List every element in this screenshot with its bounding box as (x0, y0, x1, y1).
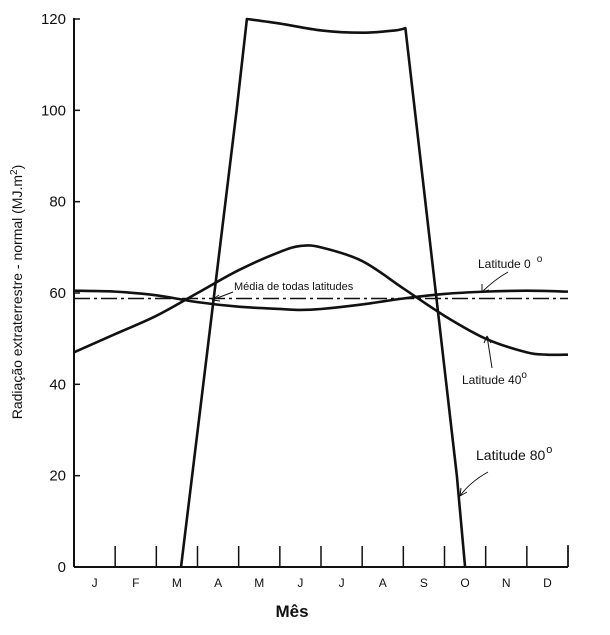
y-axis-title-sup: 2 (9, 169, 20, 175)
y-tick-label: 80 (49, 194, 66, 211)
x-tick-label: J (339, 576, 345, 590)
x-tick-label: M (254, 576, 264, 590)
arrow-latitude-40 (486, 335, 493, 369)
x-tick-label: M (172, 576, 182, 590)
x-tick-label: N (502, 576, 511, 590)
x-tick-label: A (379, 576, 387, 590)
arrowhead-latitude-80 (459, 487, 468, 497)
y-axis-title: Radiação extraterrestre - normal (MJ.m2) (9, 165, 25, 420)
annotation-media-text: Média de todas latitudes (234, 281, 354, 293)
annotation-latitude-80: Latitude 80o (476, 444, 552, 463)
x-tick-label: S (420, 576, 428, 590)
y-axis-title-end: ) (9, 165, 25, 170)
arrow-latitude-0 (481, 271, 509, 293)
series-latitude-0 (73, 289, 569, 312)
annotation-latitude-0-text: Latitude 0 (478, 257, 531, 271)
annotation-latitude-40-text: Latitude 40 (462, 373, 522, 387)
annotation-latitude-0: Latitude 0 o (478, 254, 543, 271)
arrow-media (211, 291, 234, 301)
arrowhead-media (211, 294, 221, 302)
y-axis-title-text: Radiação extraterrestre - normal (MJ.m (9, 175, 25, 419)
y-tick-label: 0 (58, 559, 66, 576)
annotation-latitude-0-sup: o (537, 254, 543, 265)
arrowhead-latitude-40 (483, 335, 492, 344)
annotation-latitude-40: Latitude 40o (462, 370, 527, 387)
annotation-latitude-40-sup: o (521, 370, 527, 381)
annotation-media: Média de todas latitudes (234, 281, 354, 293)
x-tick-label: O (460, 576, 469, 590)
x-axis-title: Mês (275, 602, 308, 621)
arrow-latitude-80 (459, 471, 489, 497)
x-tick-label: J (92, 576, 98, 590)
series-layer (73, 17, 569, 568)
annotation-latitude-80-text: Latitude 80 (476, 447, 545, 463)
y-tick-label: 40 (49, 376, 66, 393)
x-tick-label: J (297, 576, 303, 590)
annotation-latitude-80-sup: o (546, 444, 552, 456)
y-tick-label: 60 (49, 285, 66, 302)
x-tick-label: D (543, 576, 552, 590)
y-tick-label: 100 (41, 102, 66, 119)
series-latitude-80 (179, 17, 467, 568)
y-tick-label: 120 (41, 11, 66, 28)
y-ticks: 0 20 40 60 80 100 120 (41, 11, 80, 576)
series-latitude-40 (73, 244, 569, 357)
x-tick-label: A (214, 576, 222, 590)
x-tick-label: F (132, 576, 139, 590)
arrowhead-latitude-0 (481, 284, 490, 293)
y-tick-label: 20 (49, 468, 66, 485)
